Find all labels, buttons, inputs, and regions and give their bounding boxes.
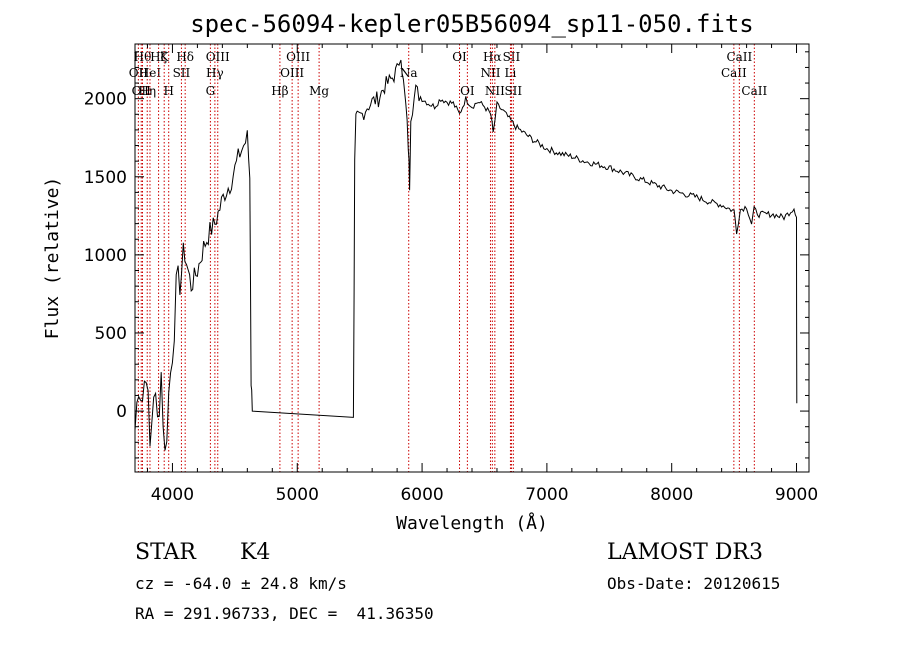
axes: 4000 5000 6000 7000 8000 9000 0 500 1000 1500 2000	[84, 44, 818, 505]
x-tick-label-2: 6000	[400, 485, 443, 505]
line-label-6: K	[160, 50, 170, 64]
line-label-22: NII	[485, 84, 505, 98]
line-label-4: HeI	[139, 66, 162, 80]
line-label-25: SII	[504, 84, 522, 98]
spectral-line-markers: OIIOIIHθHηHeIHζKHSIIHδGHγOIIIHβOIIIOIIIM…	[129, 44, 767, 472]
y-tick-label-1: 500	[95, 324, 127, 344]
line-label-19: OI	[460, 84, 475, 98]
y-axis-label: Flux (relative)	[42, 177, 63, 340]
line-label-7: H	[163, 84, 173, 98]
line-label-26: CaII	[721, 66, 747, 80]
line-label-3: Hη	[138, 84, 156, 98]
line-label-17: Na	[400, 66, 418, 80]
survey-name: LAMOST DR3	[607, 540, 763, 565]
x-axis-label: Wavelength (Å)	[396, 512, 548, 534]
line-label-9: Hδ	[176, 50, 194, 64]
line-label-13: Hβ	[271, 84, 288, 98]
line-label-23: Li	[505, 66, 517, 80]
redshift-text: cz = -64.0 ± 24.8 km/s	[135, 574, 347, 593]
line-label-24: SII	[503, 50, 521, 64]
line-label-10: G	[206, 84, 216, 98]
x-tick-label-5: 9000	[775, 485, 818, 505]
line-label-8: SII	[173, 66, 191, 80]
object-class: STAR	[135, 540, 196, 565]
coordinates-text: RA = 291.96733, DEC = 41.36350	[135, 604, 434, 623]
y-tick-label-4: 2000	[84, 90, 127, 110]
x-tick-label-0: 4000	[151, 485, 194, 505]
line-label-14: OIII	[280, 66, 304, 80]
x-tick-label-3: 7000	[525, 485, 568, 505]
flux-line	[134, 59, 798, 451]
line-label-28: CaII	[741, 84, 767, 98]
line-label-27: CaII	[726, 50, 752, 64]
line-label-11: Hγ	[206, 66, 224, 80]
line-label-21: Hα	[483, 50, 502, 64]
x-tick-label-4: 8000	[650, 485, 693, 505]
line-label-18: OI	[452, 50, 467, 64]
line-label-15: OIII	[286, 50, 310, 64]
x-tick-label-1: 5000	[276, 485, 319, 505]
obs-date-text: Obs-Date: 20120615	[607, 574, 781, 593]
line-label-5: Hζ	[150, 50, 167, 64]
line-label-12: OIII	[206, 50, 230, 64]
chart-title: spec-56094-kepler05B56094_sp11-050.fits	[190, 10, 754, 38]
line-label-16: Mg	[309, 84, 329, 98]
line-label-1: OII	[132, 84, 152, 98]
line-label-0: OII	[129, 66, 149, 80]
y-tick-label-3: 1500	[84, 168, 127, 188]
line-label-2: Hθ	[134, 50, 152, 64]
y-tick-label-0: 0	[116, 402, 127, 422]
line-label-20: NII	[480, 66, 500, 80]
y-tick-label-2: 1000	[84, 246, 127, 266]
object-subclass: K4	[240, 540, 271, 565]
spectrum-series	[134, 59, 798, 451]
